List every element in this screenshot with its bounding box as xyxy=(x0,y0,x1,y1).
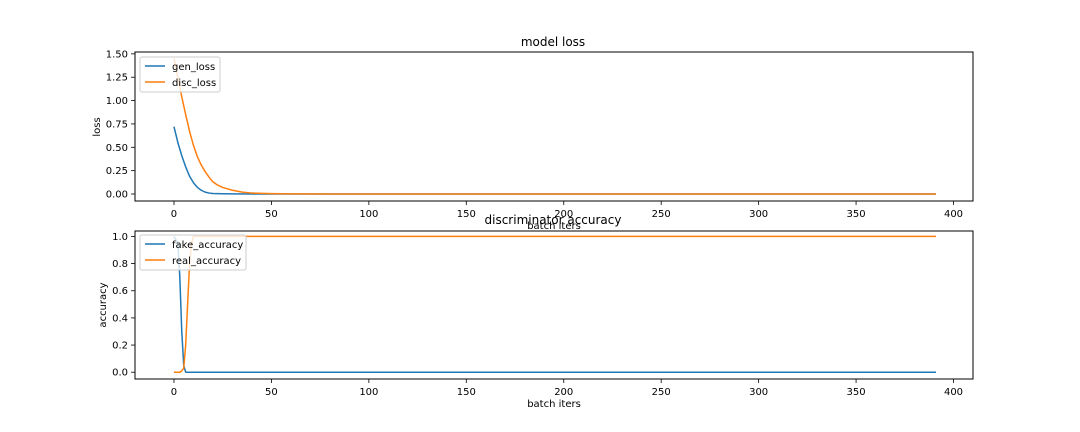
loss-x-tick-label: 250 xyxy=(652,209,671,220)
loss-y-axis-label: loss xyxy=(92,117,103,136)
accuracy-x-axis-label: batch iters xyxy=(527,399,581,410)
accuracy-x-tick-label: 50 xyxy=(265,387,278,398)
loss-legend: gen_loss disc_loss xyxy=(139,56,221,93)
accuracy-x-tick-label: 100 xyxy=(359,387,378,398)
accuracy-y-tick-label: 0.0 xyxy=(112,368,128,379)
loss-plot-frame xyxy=(134,51,974,202)
loss-lines xyxy=(173,58,936,195)
loss-y-tick-label: 1.25 xyxy=(106,73,128,84)
loss-x-tick-label: 200 xyxy=(554,209,573,220)
loss-x-tick-label: 400 xyxy=(944,209,963,220)
accuracy-chart: 0 50 100 150 200 250 300 350 400 0.0 0.2 0.4 0.6 0.8… xyxy=(98,213,974,410)
loss-series-disc-line xyxy=(173,58,936,195)
accuracy-y-axis-label: accuracy xyxy=(98,282,109,327)
loss-x-tick-label: 0 xyxy=(171,209,177,220)
accuracy-y-tick-label: 1.0 xyxy=(112,232,128,243)
accuracy-x-tick-label: 400 xyxy=(944,387,963,398)
accuracy-plot-frame xyxy=(134,230,974,380)
accuracy-legend-label-fake: fake_accuracy xyxy=(172,240,243,251)
accuracy-x-ticks: 0 50 100 150 200 250 300 350 400 xyxy=(171,379,963,398)
accuracy-y-tick-label: 0.4 xyxy=(112,313,128,324)
loss-x-tick-label: 50 xyxy=(265,209,278,220)
loss-x-tick-label: 300 xyxy=(749,209,768,220)
accuracy-y-tick-label: 0.8 xyxy=(112,259,128,270)
accuracy-series-fake-line xyxy=(173,236,936,373)
accuracy-x-tick-label: 300 xyxy=(749,387,768,398)
loss-series-gen-line xyxy=(173,126,936,195)
loss-x-tick-label: 100 xyxy=(359,209,378,220)
loss-legend-label-gen: gen_loss xyxy=(172,62,215,73)
loss-x-tick-label: 150 xyxy=(457,209,476,220)
accuracy-y-tick-label: 0.2 xyxy=(112,341,128,352)
loss-chart: model loss 0 50 100 150 200 250 300 350 400 0.00… xyxy=(92,35,974,232)
loss-y-tick-label: 1.50 xyxy=(106,49,128,60)
accuracy-legend: fake_accuracy real_accuracy xyxy=(139,234,247,271)
loss-chart-title: model loss xyxy=(521,35,585,49)
loss-y-tick-label: 0.50 xyxy=(106,143,128,154)
accuracy-legend-label-real: real_accuracy xyxy=(172,256,241,267)
accuracy-x-tick-label: 350 xyxy=(847,387,866,398)
accuracy-x-tick-label: 0 xyxy=(171,387,177,398)
accuracy-chart-title: discriminator accuracy xyxy=(485,213,622,227)
accuracy-legend-box xyxy=(139,234,247,271)
accuracy-series-real-line xyxy=(173,235,936,373)
loss-x-tick-label: 350 xyxy=(847,209,866,220)
accuracy-y-ticks: 0.0 0.2 0.4 0.6 0.8 1.0 xyxy=(112,232,135,379)
loss-y-ticks: 0.00 0.25 0.50 0.75 1.00 1.25 1.50 xyxy=(106,49,135,200)
accuracy-x-tick-label: 200 xyxy=(554,387,573,398)
accuracy-y-tick-label: 0.6 xyxy=(112,286,128,297)
accuracy-x-tick-label: 250 xyxy=(652,387,671,398)
accuracy-lines xyxy=(173,235,936,373)
accuracy-x-tick-label: 150 xyxy=(457,387,476,398)
loss-y-tick-label: 1.00 xyxy=(106,96,128,107)
loss-legend-label-disc: disc_loss xyxy=(172,78,216,89)
loss-y-tick-label: 0.75 xyxy=(106,119,128,130)
loss-y-tick-label: 0.00 xyxy=(106,189,128,200)
loss-y-tick-label: 0.25 xyxy=(106,166,128,177)
loss-x-ticks: 0 50 100 150 200 250 300 350 400 xyxy=(171,201,963,220)
loss-x-axis-label: batch iters xyxy=(527,221,581,232)
